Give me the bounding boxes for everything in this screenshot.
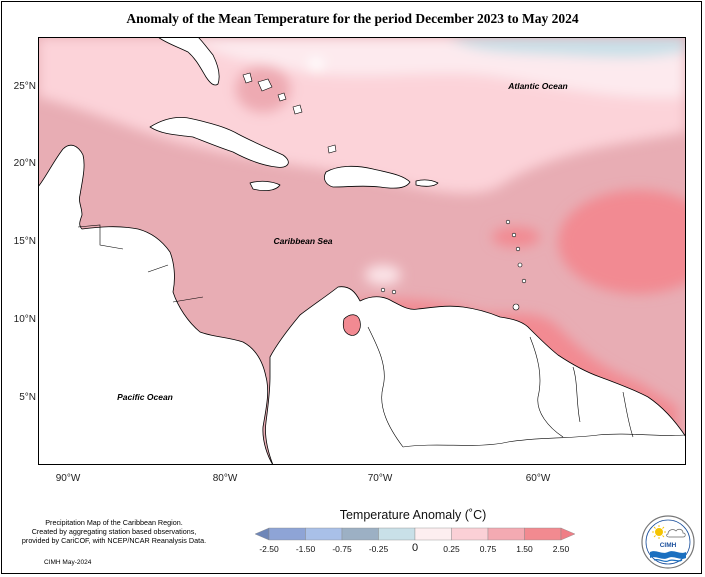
border-brazil bbox=[402, 433, 686, 448]
land-bahamas-3 bbox=[277, 92, 287, 102]
lat-tick-25n: 25°N bbox=[13, 81, 36, 92]
land-antilles-4 bbox=[517, 262, 523, 268]
anomaly-warm-atlantic bbox=[558, 190, 686, 294]
colorbar-tick-label: -0.75 bbox=[332, 544, 352, 554]
map-title: Anomaly of the Mean Temperature for the … bbox=[126, 11, 579, 26]
map-border bbox=[38, 37, 686, 465]
lon-tick-90w: 90°W bbox=[55, 473, 81, 484]
border-guyana-suriname bbox=[572, 366, 581, 423]
land-bahamas-2 bbox=[257, 78, 273, 92]
colorbar-tick-label: 0 bbox=[411, 542, 419, 554]
colorbar-tick-label: 1.50 bbox=[516, 544, 533, 554]
land-aruba bbox=[380, 287, 386, 293]
colorbar-tick-label: -2.50 bbox=[259, 544, 279, 554]
land-bahamas-1 bbox=[242, 72, 253, 84]
colorbar-tick-label: -1.50 bbox=[295, 544, 316, 554]
border-suriname-french-guiana bbox=[622, 391, 634, 438]
label-pacific-ocean: Pacific Ocean bbox=[117, 392, 173, 402]
land-jamaica bbox=[249, 180, 281, 192]
waves-icon bbox=[650, 551, 686, 559]
colorbar-segment bbox=[487, 527, 525, 541]
lat-tick-10n: 10°N bbox=[13, 314, 36, 325]
anomaly-band-negative bbox=[448, 37, 686, 58]
colorbar-tick-label: 0.25 bbox=[443, 544, 460, 554]
lon-tick-80w: 80°W bbox=[212, 473, 238, 484]
colorbar-segment bbox=[524, 527, 562, 541]
colorbar bbox=[255, 527, 575, 541]
land-turks-caicos bbox=[327, 144, 337, 154]
lat-tick-15n: 15°N bbox=[13, 236, 36, 247]
land-antilles-3 bbox=[515, 246, 521, 252]
border-mexico-guatemala bbox=[77, 224, 124, 250]
lat-tick-20n: 20°N bbox=[13, 158, 36, 169]
colorbar-segment bbox=[268, 527, 306, 541]
colorbar-arrow-low bbox=[255, 527, 270, 541]
border-central-2 bbox=[172, 296, 204, 303]
cloud-icon bbox=[666, 528, 686, 538]
land-antilles-5 bbox=[521, 278, 527, 284]
credit-text: Precipitation Map of the Caribbean Regio… bbox=[21, 518, 207, 545]
credit-date: CIMH May-2024 bbox=[44, 559, 92, 566]
land-bahamas-4 bbox=[292, 104, 303, 115]
anomaly-warm-antilles bbox=[492, 227, 540, 247]
land-antilles-2 bbox=[511, 232, 517, 238]
legend-title: Temperature Anomaly (˚C) bbox=[339, 508, 487, 522]
colorbar-arrow-high bbox=[560, 527, 575, 541]
lon-tick-60w: 60°W bbox=[525, 473, 551, 484]
land-puerto-rico bbox=[415, 179, 439, 187]
sun-icon bbox=[655, 528, 663, 536]
colorbar-tick-label: 0.75 bbox=[479, 544, 497, 554]
colorbar-tick-label: -0.25 bbox=[368, 544, 389, 554]
land-hispaniola bbox=[324, 165, 411, 189]
land-trinidad bbox=[512, 303, 520, 311]
land-central-america bbox=[38, 144, 274, 465]
land-cuba bbox=[149, 117, 289, 168]
colorbar-segment bbox=[341, 527, 379, 541]
colorbar-tick-label: 2.50 bbox=[552, 544, 570, 554]
border-colombia-venezuela bbox=[367, 326, 404, 448]
cimh-logo: CIMH bbox=[641, 515, 695, 569]
lake-maracaibo bbox=[342, 314, 361, 336]
anomaly-map: Atlantic Ocean Caribbean Sea Pacific Oce… bbox=[38, 37, 686, 465]
colorbar-segment bbox=[378, 527, 416, 541]
logo-text: CIMH bbox=[660, 542, 677, 549]
colorbar-segment bbox=[305, 527, 343, 541]
border-venezuela-guyana bbox=[529, 336, 564, 438]
land-florida bbox=[157, 37, 220, 86]
anomaly-light-florida bbox=[308, 58, 324, 72]
lon-tick-70w: 70°W bbox=[367, 473, 393, 484]
anomaly-light-venezuela bbox=[365, 265, 401, 285]
land-antilles-1 bbox=[505, 219, 511, 225]
colorbar-segment bbox=[414, 527, 452, 541]
label-atlantic-ocean: Atlantic Ocean bbox=[507, 81, 568, 91]
lat-tick-5n: 5°N bbox=[19, 392, 36, 403]
land-curacao bbox=[391, 289, 397, 295]
colorbar-segment bbox=[451, 527, 489, 541]
border-central-1 bbox=[147, 264, 169, 273]
label-caribbean-sea: Caribbean Sea bbox=[273, 236, 332, 246]
